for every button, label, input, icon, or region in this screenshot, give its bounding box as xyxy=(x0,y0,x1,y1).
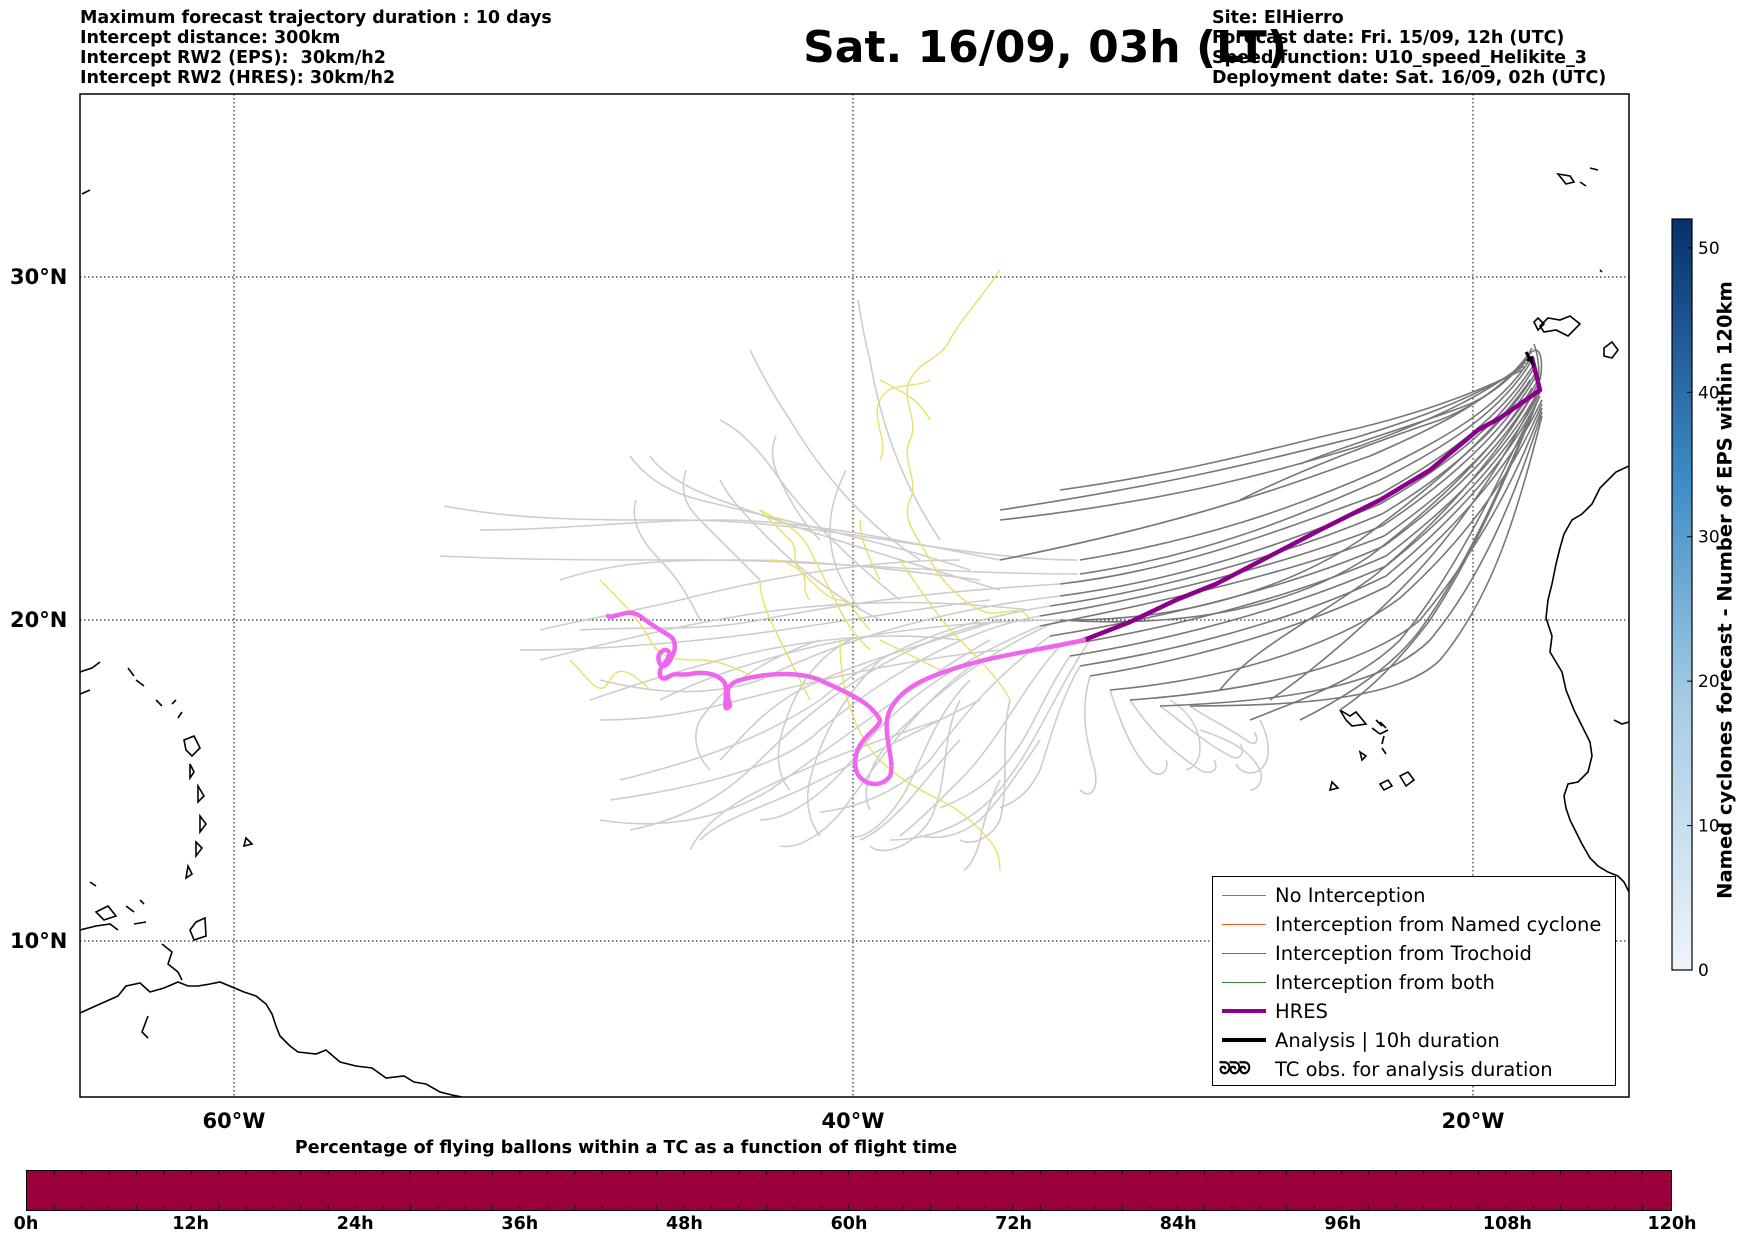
trochoid-tracks xyxy=(569,269,1031,871)
legend-swatch xyxy=(1222,924,1266,925)
timebar-tick: 0h xyxy=(13,1214,39,1234)
lat-label: 20°N xyxy=(10,608,67,632)
lon-label: 20°W xyxy=(1442,1109,1505,1133)
site-line: Speed function: U10_speed_Helikite_3 xyxy=(1212,48,1587,68)
colorbar-tick-label: 20 xyxy=(1698,672,1720,692)
hres-track xyxy=(605,355,1543,787)
legend-item: Analysis | 10h duration xyxy=(1213,1026,1615,1055)
lat-label: 30°N xyxy=(10,265,67,289)
legend-swatch xyxy=(1222,982,1266,983)
param-line: Intercept RW2 (EPS): 30km/h2 xyxy=(80,48,386,68)
timebar-tick: 108h xyxy=(1482,1214,1532,1234)
legend-label: Analysis | 10h duration xyxy=(1275,1029,1500,1052)
timebar-tick: 36h xyxy=(501,1214,539,1234)
legend-swatch xyxy=(1222,953,1266,954)
coastline xyxy=(80,167,1629,1097)
page-title: Sat. 16/09, 03h (LT) xyxy=(803,22,1287,73)
timebar-tick: 12h xyxy=(172,1214,209,1234)
legend-item: HRES xyxy=(1213,997,1615,1026)
legend-swatch xyxy=(1222,1009,1266,1013)
legend-item: Interception from Trochoid xyxy=(1213,939,1615,968)
colorbar-ticks: 0 10 20 30 40 50 xyxy=(1687,239,1720,981)
legend-item: Interception from Named cyclone xyxy=(1213,910,1615,939)
legend-swatch xyxy=(1222,895,1266,896)
map-frame xyxy=(79,93,1630,1098)
timebar-minor-ticks xyxy=(53,1171,1644,1209)
legend: No Interception Interception from Named … xyxy=(1212,876,1616,1086)
site-info: Site: ElHierro Forecast date: Fri. 15/09… xyxy=(1212,8,1606,88)
colorbar-tick-label: 30 xyxy=(1698,528,1720,548)
colorbar-tick-label: 10 xyxy=(1698,817,1720,837)
colorbar-gradient xyxy=(1671,218,1693,971)
colorbar: 0 10 20 30 40 50 xyxy=(1671,218,1720,981)
param-line: Intercept distance: 300km xyxy=(80,28,341,48)
timebar-tick: 48h xyxy=(665,1214,703,1234)
timebar-tick: 120h xyxy=(1647,1214,1697,1234)
ensemble-tracks-near xyxy=(999,343,1543,721)
colorbar-tick-label: 0 xyxy=(1698,961,1709,981)
param-line: Intercept RW2 (HRES): 30km/h2 xyxy=(80,68,396,88)
timebar xyxy=(26,1170,1672,1211)
legend-item: ᘐᘐᘐ TC obs. for analysis duration xyxy=(1213,1055,1615,1084)
longitude-labels: 60°W 40°W 20°W xyxy=(203,1109,1505,1133)
lon-label: 40°W xyxy=(822,1109,885,1133)
ensemble-tracks-far xyxy=(439,299,1270,871)
legend-label: HRES xyxy=(1275,1000,1328,1023)
legend-label: TC obs. for analysis duration xyxy=(1275,1058,1553,1081)
param-line: Maximum forecast trajectory duration : 1… xyxy=(80,8,552,28)
cyclone-obs-icon: ᘐᘐᘐ xyxy=(1219,1059,1251,1079)
graticule xyxy=(80,94,1629,1097)
site-line: Site: ElHierro xyxy=(1212,8,1344,28)
legend-item: No Interception xyxy=(1213,881,1615,910)
timebar-tick: 60h xyxy=(830,1214,868,1234)
lon-label: 60°W xyxy=(203,1109,266,1133)
timebar-tick: 84h xyxy=(1159,1214,1197,1234)
timebar-tick: 96h xyxy=(1324,1214,1362,1234)
colorbar-tick-label: 50 xyxy=(1698,239,1720,259)
latitude-labels: 30°N 20°N 10°N xyxy=(10,265,67,953)
lat-label: 10°N xyxy=(10,929,67,953)
timebar-title: Percentage of flying ballons within a TC… xyxy=(294,1138,958,1158)
legend-label: No Interception xyxy=(1275,884,1426,907)
analysis-track xyxy=(1524,351,1536,367)
forecast-parameters: Maximum forecast trajectory duration : 1… xyxy=(80,8,552,88)
legend-label: Interception from both xyxy=(1275,971,1495,994)
site-line: Forecast date: Fri. 15/09, 12h (UTC) xyxy=(1212,28,1565,48)
timebar-tick: 24h xyxy=(336,1214,374,1234)
legend-label: Interception from Trochoid xyxy=(1275,942,1532,965)
colorbar-tick-label: 40 xyxy=(1698,383,1720,403)
legend-swatch xyxy=(1222,1038,1266,1042)
legend-label: Interception from Named cyclone xyxy=(1275,913,1602,936)
legend-item: Interception from both xyxy=(1213,968,1615,997)
timebar-tick: 72h xyxy=(995,1214,1032,1234)
colorbar-label: Named cyclones forecast - Number of EPS … xyxy=(1713,281,1737,899)
site-line: Deployment date: Sat. 16/09, 02h (UTC) xyxy=(1212,68,1607,88)
